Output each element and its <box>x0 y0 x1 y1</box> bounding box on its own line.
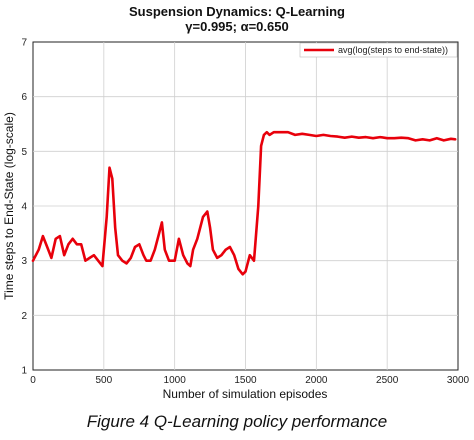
y-tick-label: 6 <box>21 92 27 103</box>
x-tick-label: 2500 <box>376 375 399 386</box>
y-tick-label: 2 <box>21 311 27 322</box>
series-layer <box>31 130 457 276</box>
y-tick-label: 1 <box>21 366 27 377</box>
y-tick-label: 7 <box>21 38 27 49</box>
x-tick-labels: 0 500 1000 1500 2000 2500 3000 <box>30 375 469 386</box>
grid <box>33 42 458 370</box>
y-axis-label: Time steps to End-State (log-scale) <box>2 112 16 300</box>
x-axis-label: Number of simulation episodes <box>163 387 328 401</box>
x-tick-label: 1000 <box>164 375 187 386</box>
chart-title: Suspension Dynamics: Q-Learning <box>129 4 345 19</box>
series-line-0 <box>31 130 457 276</box>
x-tick-label: 0 <box>30 375 36 386</box>
y-tick-label: 3 <box>21 256 27 267</box>
legend-box <box>299 42 458 58</box>
legend: avg(log(steps to end-state)) <box>299 42 458 58</box>
x-tick-label: 3000 <box>447 375 470 386</box>
x-tick-label: 2000 <box>305 375 328 386</box>
figure-caption: Figure 4 Q-Learning policy performance <box>86 412 388 431</box>
x-tick-label: 1500 <box>234 375 257 386</box>
chart-subtitle: γ=0.995; α=0.650 <box>185 19 288 34</box>
y-tick-label: 5 <box>21 147 27 158</box>
x-tick-label: 500 <box>95 375 112 386</box>
y-tick-label: 4 <box>21 202 27 213</box>
y-tick-labels: 1 2 3 4 5 6 7 <box>21 38 27 377</box>
line-chart: Suspension Dynamics: Q-Learning γ=0.995;… <box>2 4 470 401</box>
legend-label: avg(log(steps to end-state)) <box>338 45 448 55</box>
